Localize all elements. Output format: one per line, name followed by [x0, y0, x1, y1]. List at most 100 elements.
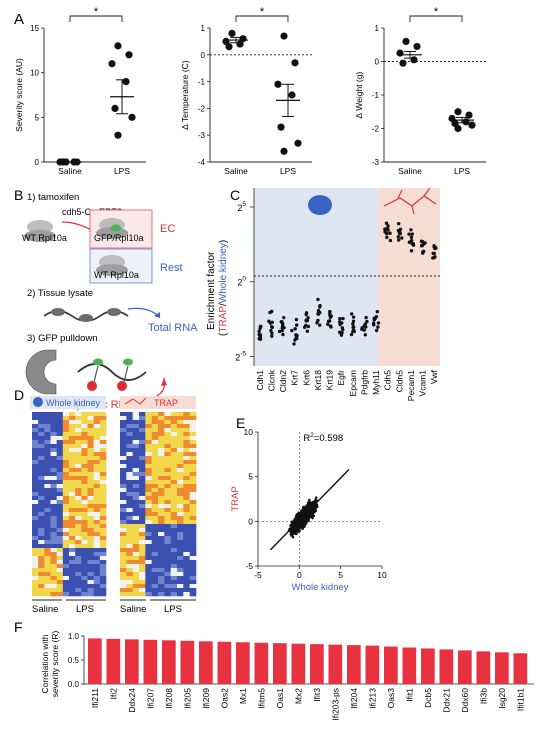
gfp-ribosome-2 — [123, 358, 133, 366]
d-heat-cell — [183, 544, 190, 549]
d-heat-cell — [93, 416, 101, 421]
d-heat-cell — [120, 448, 127, 453]
d-heat-cell — [145, 440, 152, 445]
d-heat-cell — [32, 524, 39, 529]
d-heat-cell — [93, 460, 101, 465]
d-heat-cell — [151, 492, 159, 497]
d-heat-cell — [38, 592, 45, 597]
d-heat-cell — [81, 564, 88, 569]
d-heat-cell — [50, 428, 57, 433]
d-heat-cell — [38, 504, 45, 509]
d-heat-cell — [158, 532, 165, 537]
d-heat-cell — [62, 568, 70, 573]
d-heat-cell — [69, 564, 76, 569]
d-heat-cell — [87, 584, 94, 589]
f-ylabel-line1: Correlation with — [40, 634, 50, 693]
d-heat-cell — [177, 548, 184, 553]
a0-sig-star: * — [94, 6, 99, 18]
c-ylabel-paren-open: ( — [218, 332, 229, 336]
d-heat-cell — [38, 416, 45, 421]
d-heat-cell — [158, 416, 165, 421]
d-heat-cell — [56, 528, 64, 533]
d-heat-cell — [183, 552, 190, 557]
d-heat-cell — [62, 524, 70, 529]
f-gene-label: Ifi3b — [478, 688, 488, 704]
d-heat-cell — [69, 412, 76, 417]
f-bar — [106, 638, 121, 684]
d-heat-cell — [139, 488, 146, 493]
d-heat-cell — [93, 440, 101, 445]
d-heat-cell — [151, 572, 159, 577]
a0-tick-label: 10 — [30, 69, 39, 78]
d-heat-cell — [145, 436, 152, 441]
d-heat-cell — [56, 496, 64, 501]
d-heat-cell — [132, 496, 140, 501]
a1-sig-bracket — [235, 15, 289, 22]
d-heat-cell — [189, 540, 197, 545]
d-heat-cell — [145, 560, 152, 565]
d-heat-cell — [139, 512, 146, 517]
d-heat-cell — [75, 464, 82, 469]
d-heat-cell — [170, 576, 178, 581]
d-heat-cell — [50, 528, 57, 533]
d-heat-cell — [93, 552, 101, 557]
d-heat-cell — [158, 580, 165, 585]
e-x-tick-label: -5 — [254, 570, 262, 580]
d-heat-cell — [81, 428, 88, 433]
d-heat-cell — [50, 440, 57, 445]
d-heat-cell — [158, 592, 165, 597]
d-heat-cell — [32, 556, 39, 561]
d-heat-cell — [189, 476, 197, 481]
c-dot — [277, 329, 282, 334]
d-heat-cell — [177, 536, 184, 541]
e-point — [289, 523, 293, 527]
d-heat-cell — [32, 500, 39, 505]
d-heat-cell — [69, 512, 76, 517]
d-heat-cell — [151, 488, 159, 493]
d-heat-cell — [50, 484, 57, 489]
f-bar — [384, 646, 398, 684]
d-heat-cell — [145, 580, 152, 585]
c-gene-label: Krt19 — [325, 370, 335, 391]
d-heat-cell — [158, 452, 165, 457]
c-dot — [434, 246, 438, 250]
d-heat-cell — [75, 500, 82, 505]
d-heat-cell — [183, 540, 190, 545]
d-heat-cell — [99, 472, 107, 477]
d-heat-cell — [69, 580, 76, 585]
d-heat-cell — [38, 428, 45, 433]
d-heat-cell — [87, 432, 94, 437]
d-heat-cell — [132, 588, 140, 593]
d-heat-cell — [99, 420, 107, 425]
d-heat-cell — [164, 520, 171, 525]
d-heat-cell — [189, 420, 197, 425]
d-heat-cell — [32, 504, 39, 509]
d-heat-cell — [99, 496, 107, 501]
d-heat-cell — [158, 468, 165, 473]
d-heat-cell — [183, 592, 190, 597]
d-heat-cell — [145, 468, 152, 473]
d-heat-cell — [62, 584, 70, 589]
d-heat-cell — [164, 580, 171, 585]
d-heat-cell — [75, 420, 82, 425]
d-heat-cell — [69, 432, 76, 437]
d-heat-cell — [170, 504, 178, 509]
d-heat-cell — [120, 460, 127, 465]
d-heat-cell — [145, 520, 152, 525]
d-heat-cell — [189, 444, 197, 449]
d-heat-cell — [164, 564, 171, 569]
d-heat-cell — [87, 424, 94, 429]
c-gene-label: Vcam1 — [418, 370, 428, 397]
d-heat-cell — [177, 516, 184, 521]
d-heat-cell — [81, 552, 88, 557]
e-r2-annotation: R2=0.598 — [303, 432, 343, 444]
d-heat-cell — [75, 424, 82, 429]
d-heat-cell — [87, 472, 94, 477]
d-heat-cell — [93, 588, 101, 593]
d-heat-cell — [32, 568, 39, 573]
d-heat-cell — [99, 556, 107, 561]
c-tick-label: 2-5 — [235, 351, 246, 363]
d-heat-cell — [126, 512, 133, 517]
